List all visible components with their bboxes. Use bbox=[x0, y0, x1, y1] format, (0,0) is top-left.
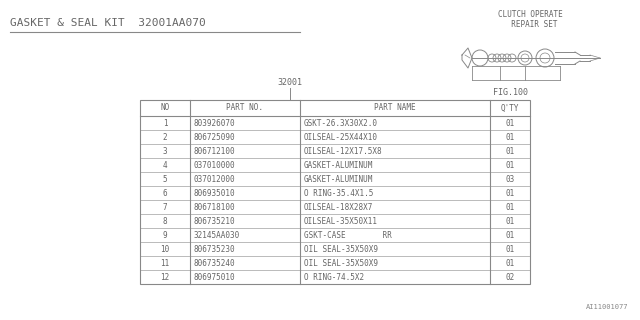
Text: 806735240: 806735240 bbox=[194, 259, 236, 268]
Text: 7: 7 bbox=[163, 203, 167, 212]
Text: 3: 3 bbox=[163, 147, 167, 156]
Text: O RING-35.4X1.5: O RING-35.4X1.5 bbox=[304, 188, 373, 197]
Text: 01: 01 bbox=[506, 230, 515, 239]
Text: 806935010: 806935010 bbox=[194, 188, 236, 197]
Text: 01: 01 bbox=[506, 188, 515, 197]
Text: 2: 2 bbox=[163, 132, 167, 141]
Text: 01: 01 bbox=[506, 259, 515, 268]
Text: GASKET & SEAL KIT  32001AA070: GASKET & SEAL KIT 32001AA070 bbox=[10, 18, 205, 28]
Text: OIL SEAL-35X50X9: OIL SEAL-35X50X9 bbox=[304, 244, 378, 253]
Text: 03: 03 bbox=[506, 174, 515, 183]
Text: FIG.100: FIG.100 bbox=[493, 88, 527, 97]
Text: GSKT-CASE        RR: GSKT-CASE RR bbox=[304, 230, 392, 239]
Text: 01: 01 bbox=[506, 217, 515, 226]
Text: 806725090: 806725090 bbox=[194, 132, 236, 141]
Text: 02: 02 bbox=[506, 273, 515, 282]
Text: 11: 11 bbox=[161, 259, 170, 268]
Text: 806735230: 806735230 bbox=[194, 244, 236, 253]
Text: CLUTCH OPERATE
  REPAIR SET: CLUTCH OPERATE REPAIR SET bbox=[498, 10, 563, 29]
Text: 12: 12 bbox=[161, 273, 170, 282]
Text: 4: 4 bbox=[163, 161, 167, 170]
Text: 01: 01 bbox=[506, 244, 515, 253]
Text: PART NAME: PART NAME bbox=[374, 103, 416, 113]
Text: O RING-74.5X2: O RING-74.5X2 bbox=[304, 273, 364, 282]
Text: 037010000: 037010000 bbox=[194, 161, 236, 170]
Text: 806735210: 806735210 bbox=[194, 217, 236, 226]
Text: 806718100: 806718100 bbox=[194, 203, 236, 212]
Text: Q'TY: Q'TY bbox=[500, 103, 519, 113]
Text: 32145AA030: 32145AA030 bbox=[194, 230, 240, 239]
Text: 01: 01 bbox=[506, 147, 515, 156]
Text: 8: 8 bbox=[163, 217, 167, 226]
Text: NO: NO bbox=[161, 103, 170, 113]
Text: OILSEAL-35X50X11: OILSEAL-35X50X11 bbox=[304, 217, 378, 226]
Text: 6: 6 bbox=[163, 188, 167, 197]
Text: AI11001077: AI11001077 bbox=[586, 304, 628, 310]
Text: OILSEAL-12X17.5X8: OILSEAL-12X17.5X8 bbox=[304, 147, 383, 156]
Text: GSKT-26.3X30X2.0: GSKT-26.3X30X2.0 bbox=[304, 118, 378, 127]
Text: PART NO.: PART NO. bbox=[227, 103, 264, 113]
Text: GASKET-ALUMINUM: GASKET-ALUMINUM bbox=[304, 161, 373, 170]
Text: 01: 01 bbox=[506, 118, 515, 127]
Text: OILSEAL-25X44X10: OILSEAL-25X44X10 bbox=[304, 132, 378, 141]
Text: 01: 01 bbox=[506, 132, 515, 141]
Text: 32001: 32001 bbox=[278, 78, 303, 87]
Text: GASKET-ALUMINUM: GASKET-ALUMINUM bbox=[304, 174, 373, 183]
Text: 037012000: 037012000 bbox=[194, 174, 236, 183]
Text: 9: 9 bbox=[163, 230, 167, 239]
Text: 01: 01 bbox=[506, 161, 515, 170]
Text: 806975010: 806975010 bbox=[194, 273, 236, 282]
Bar bbox=[140, 100, 530, 284]
Text: 803926070: 803926070 bbox=[194, 118, 236, 127]
Text: OIL SEAL-35X50X9: OIL SEAL-35X50X9 bbox=[304, 259, 378, 268]
Text: 5: 5 bbox=[163, 174, 167, 183]
Text: 1: 1 bbox=[163, 118, 167, 127]
Text: 01: 01 bbox=[506, 203, 515, 212]
Text: 806712100: 806712100 bbox=[194, 147, 236, 156]
Text: 10: 10 bbox=[161, 244, 170, 253]
Text: OILSEAL-18X28X7: OILSEAL-18X28X7 bbox=[304, 203, 373, 212]
